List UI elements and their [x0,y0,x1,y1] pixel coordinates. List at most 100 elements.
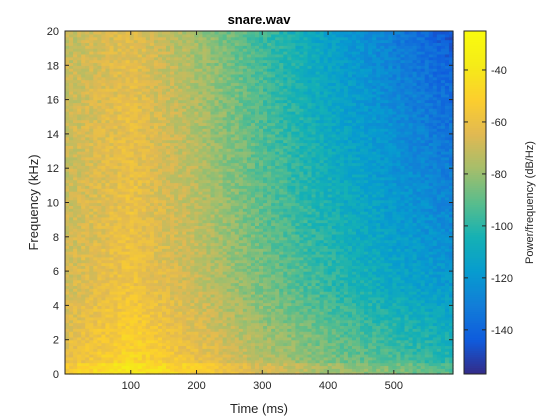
heatmap-cell [323,339,329,344]
heatmap-cell [186,285,191,289]
heatmap-cell [412,273,418,278]
heatmap-cell [174,251,179,255]
heatmap-cell [263,322,268,327]
heatmap-cell [129,368,135,372]
heatmap-cell [202,256,208,261]
heatmap-cell [315,293,321,298]
heatmap-cell [303,316,309,321]
heatmap-cell [101,225,107,229]
heatmap-cell [198,311,204,315]
heatmap-cell [65,353,70,358]
heatmap-cell [121,316,127,321]
heatmap-cell [311,239,317,244]
heatmap-cell [73,233,78,238]
heatmap-cell [396,262,402,266]
heatmap-cell [283,285,288,289]
heatmap-cell [65,333,70,338]
heatmap-cell [428,333,434,338]
heatmap-cell [291,351,296,355]
heatmap-cell [271,282,276,286]
heatmap-cell [170,279,175,284]
heatmap-cell [157,262,163,266]
heatmap-cell [238,322,244,327]
heatmap-cell [145,311,151,315]
heatmap-cell [145,342,151,347]
heatmap-cell [287,319,292,324]
heatmap-cell [339,311,345,315]
heatmap-cell [424,305,430,309]
heatmap-cell [101,253,107,258]
heatmap-cell [198,359,204,364]
heatmap-cell [432,233,438,238]
heatmap-cell [137,285,143,289]
heatmap-cell [343,313,349,318]
heatmap-cell [436,325,442,329]
heatmap-cell [222,362,228,367]
heatmap-cell [303,319,309,324]
heatmap-cell [323,342,329,347]
heatmap-cell [206,365,212,369]
heatmap-cell [73,299,78,304]
heatmap-cell [408,342,414,347]
heatmap-cell [271,322,276,327]
heatmap-cell [263,365,268,369]
heatmap-cell [182,368,187,372]
heatmap-cell [174,319,179,324]
heatmap-cell [65,305,70,309]
heatmap-cell [420,291,426,295]
heatmap-cell [259,319,264,324]
heatmap-cell [295,265,301,269]
heatmap-cell [254,328,260,332]
heatmap-cell [198,331,204,335]
heatmap-cell [315,348,321,352]
heatmap-cell [97,353,102,358]
heatmap-cell [129,296,135,301]
heatmap-cell [141,333,147,338]
heatmap-cell [376,279,381,284]
heatmap-cell [234,253,240,258]
heatmap-cell [323,362,329,367]
heatmap-cell [275,251,280,255]
heatmap-cell [319,233,325,238]
heatmap-cell [271,331,276,335]
heatmap-cell [424,325,430,329]
heatmap-cell [444,302,450,306]
heatmap-cell [343,271,349,275]
heatmap-cell [311,282,317,286]
heatmap-cell [444,265,450,269]
heatmap-cell [190,271,195,275]
heatmap-cell [166,293,171,298]
heatmap-cell [166,285,171,289]
heatmap-cell [117,225,123,229]
heatmap-cell [101,353,107,358]
heatmap-cell [448,351,454,355]
heatmap-cell [166,228,171,232]
heatmap-cell [162,271,167,275]
heatmap-cell [335,311,341,315]
heatmap-cell [133,371,139,375]
heatmap-cell [396,231,402,235]
heatmap-cell [113,308,119,312]
heatmap-cell [311,285,317,289]
heatmap-cell [214,251,220,255]
heatmap-cell [210,348,216,352]
heatmap-cell [246,265,252,269]
heatmap-cell [400,239,406,244]
heatmap-cell [436,296,442,301]
heatmap-cell [295,256,301,261]
heatmap-cell [432,316,438,321]
heatmap-cell [77,259,82,264]
heatmap-cell [404,339,410,344]
heatmap-cell [85,325,90,329]
heatmap-cell [396,276,402,281]
heatmap-cell [416,236,422,241]
heatmap-cell [153,282,159,286]
heatmap-cell [222,233,228,238]
heatmap-cell [424,371,430,375]
heatmap-cell [238,328,244,332]
heatmap-cell [448,311,454,315]
heatmap-cell [339,245,345,249]
heatmap-cell [384,251,389,255]
heatmap-cell [81,291,86,295]
heatmap-cell [202,279,208,284]
